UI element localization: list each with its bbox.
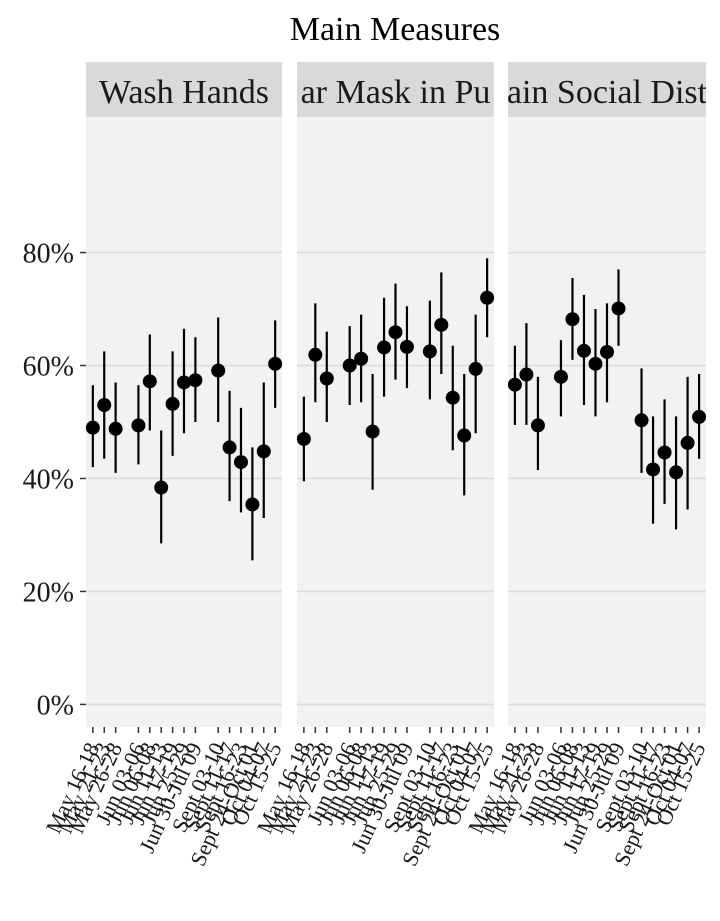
data-point xyxy=(600,344,614,359)
data-point xyxy=(245,497,260,512)
facet-strip-label: ar Mask in Pu xyxy=(301,74,491,111)
data-point xyxy=(611,301,626,316)
y-tick-label: 80% xyxy=(23,239,74,270)
data-point xyxy=(634,413,649,428)
facet-strip xyxy=(508,62,706,117)
data-point xyxy=(354,351,369,366)
data-point xyxy=(108,421,123,436)
data-point xyxy=(519,367,534,382)
data-point xyxy=(377,340,392,355)
data-point xyxy=(85,420,100,435)
data-point xyxy=(165,396,180,411)
data-point xyxy=(342,358,357,373)
data-point xyxy=(142,374,157,389)
data-point xyxy=(692,409,707,424)
data-point xyxy=(646,462,661,477)
data-point xyxy=(588,356,603,371)
data-point xyxy=(507,377,522,392)
data-point xyxy=(188,373,203,388)
facet-strip xyxy=(297,62,494,117)
data-point xyxy=(222,440,237,455)
data-point xyxy=(553,369,568,384)
data-point xyxy=(530,418,545,433)
data-point xyxy=(211,363,226,378)
y-tick-label: 60% xyxy=(23,352,74,383)
data-point xyxy=(480,290,495,305)
data-point xyxy=(256,444,271,459)
data-point xyxy=(565,312,580,327)
data-point xyxy=(657,445,672,460)
data-point xyxy=(468,361,483,376)
data-point xyxy=(131,418,146,433)
data-point xyxy=(154,480,169,495)
data-point xyxy=(268,356,283,371)
y-tick-label: 20% xyxy=(23,577,74,608)
data-point xyxy=(233,455,248,470)
data-point xyxy=(680,435,695,450)
data-point xyxy=(422,344,437,359)
facet-strip-label: ain Social Dist xyxy=(507,74,708,111)
data-point xyxy=(97,398,112,413)
data-point xyxy=(388,325,403,340)
data-point xyxy=(669,465,684,480)
data-point xyxy=(296,431,311,446)
y-axis: 0% 20% 40% 60% 80% xyxy=(23,239,86,721)
data-point xyxy=(365,424,380,439)
data-point xyxy=(434,317,449,332)
data-point xyxy=(399,339,414,354)
y-tick-label: 40% xyxy=(23,464,74,495)
y-tick-label: 0% xyxy=(37,690,74,721)
data-point xyxy=(177,375,191,390)
data-point xyxy=(576,343,591,358)
panel-background xyxy=(297,117,494,727)
data-point xyxy=(308,347,323,362)
data-point xyxy=(319,371,334,386)
facet-strip xyxy=(86,62,282,117)
data-point xyxy=(445,390,460,405)
data-point xyxy=(457,428,472,443)
facet-strip-label: Wash Hands xyxy=(99,74,269,111)
chart-title: Main Measures xyxy=(290,11,501,48)
